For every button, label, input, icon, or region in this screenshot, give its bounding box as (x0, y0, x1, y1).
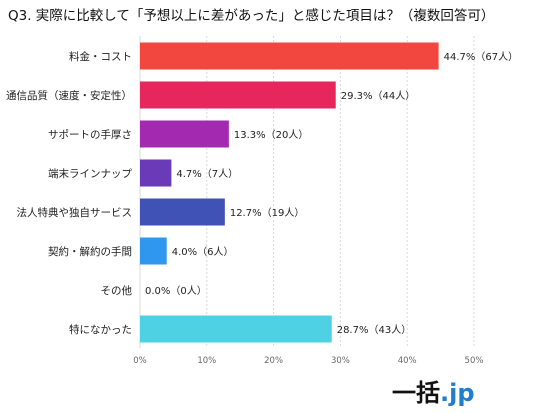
x-tick-label: 40% (398, 356, 417, 366)
bar (140, 159, 172, 187)
data-label: 0.0%（0人） (145, 285, 207, 297)
x-tick-label: 0% (133, 356, 147, 366)
bar (140, 42, 439, 70)
category-label: 料金・コスト (69, 50, 132, 63)
x-axis-ticks: 0% 10% 20% 30% 40% 50% (133, 356, 483, 366)
value-labels: 44.7%（67人） 29.3%（44人） 13.3%（20人） 4.7%（7人） 12… (145, 51, 518, 336)
logo-kanji: 一括 (392, 379, 440, 407)
bar (140, 237, 167, 265)
x-tick-label: 50% (465, 356, 484, 366)
chart-title: Q3. 実際に比較して「予想以上に差があった」と感じた項目は？（複数回答可） (8, 7, 494, 24)
category-label: 契約・解約の手間 (48, 245, 132, 258)
data-label: 28.7%（43人） (337, 324, 412, 336)
category-label: サポートの手厚さ (48, 128, 132, 141)
ikkatsu-logo: 一括 .jp (392, 379, 475, 407)
bar (140, 198, 225, 226)
data-label: 13.3%（20人） (234, 129, 309, 141)
category-label: 端末ラインナップ (48, 167, 132, 180)
data-label: 4.7%（7人） (176, 168, 238, 180)
category-label: 法人特典や独自サービス (17, 206, 133, 219)
bar (140, 315, 332, 343)
bar (140, 120, 229, 148)
x-tick-label: 30% (331, 356, 350, 366)
data-label: 29.3%（44人） (341, 90, 416, 102)
category-label: その他 (101, 284, 133, 297)
data-label: 4.0%（6人） (172, 246, 234, 258)
data-label: 44.7%（67人） (444, 51, 519, 63)
data-label: 12.7%（19人） (230, 207, 305, 219)
bars (140, 42, 439, 343)
x-tick-label: 10% (197, 356, 216, 366)
category-label: 特になかった (69, 324, 132, 336)
logo-dot-jp: .jp (440, 379, 475, 407)
bar (140, 81, 336, 109)
x-tick-label: 20% (264, 356, 283, 366)
category-label: 通信品質（速度・安定性） (6, 89, 132, 102)
